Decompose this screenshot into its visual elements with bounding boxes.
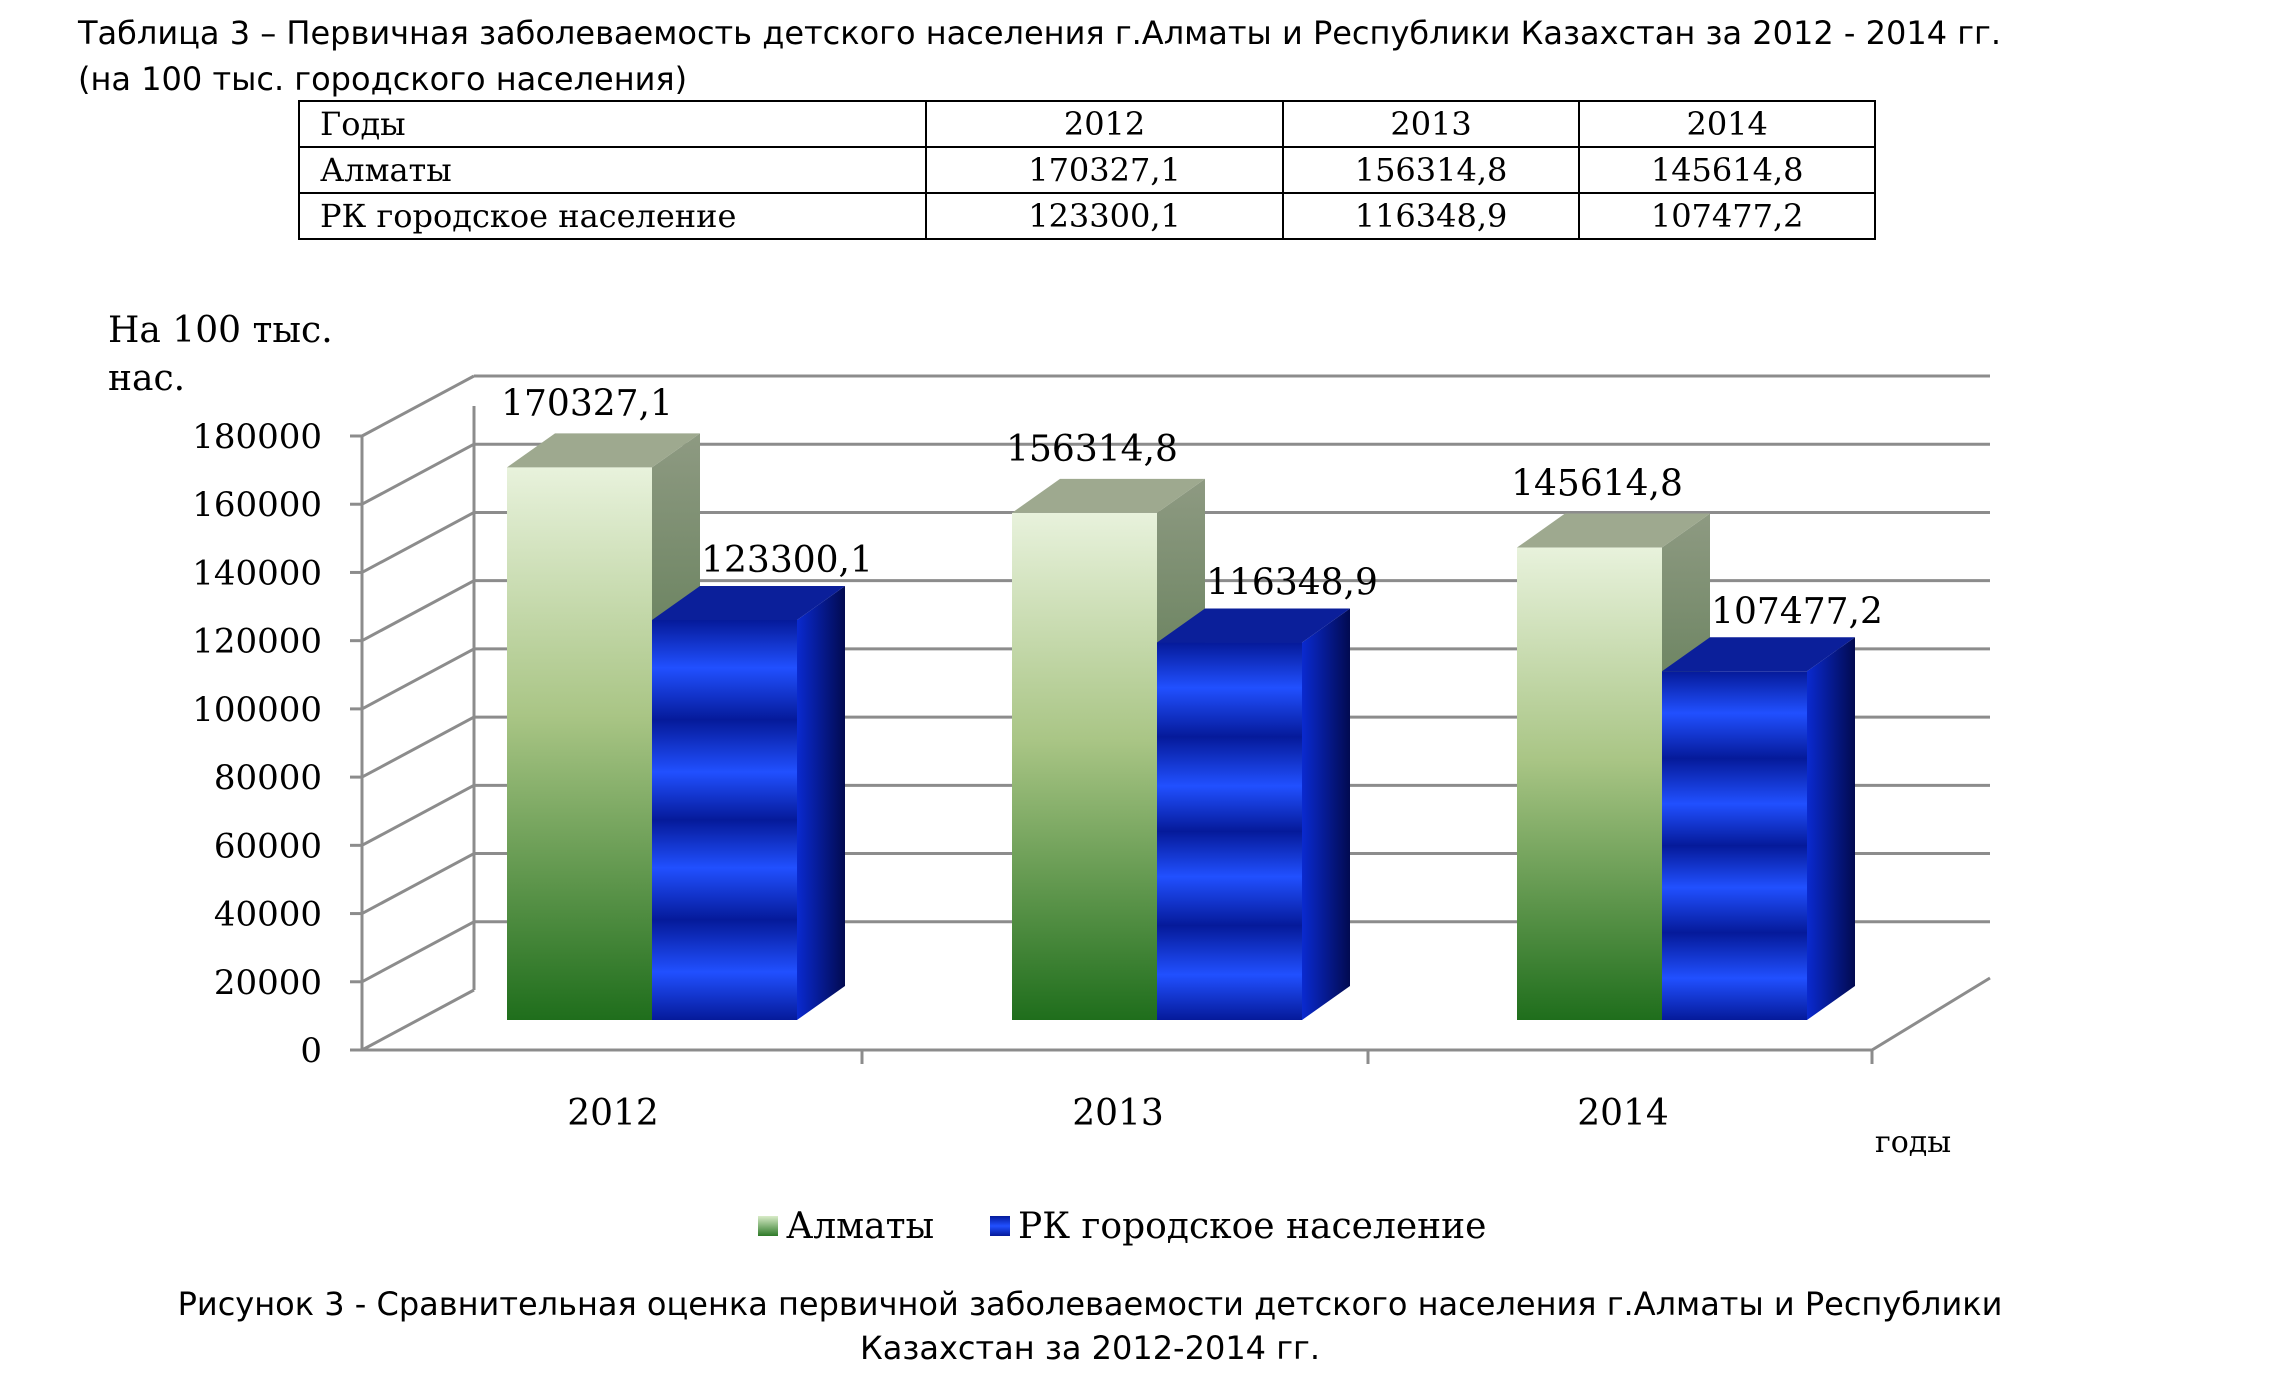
gridline-diagonal: [361, 920, 475, 984]
legend-label-almaty: Алматы: [786, 1206, 934, 1247]
bar-top: [652, 585, 845, 620]
bar-front: [1662, 671, 1807, 1020]
y-tick-label: 180000: [192, 417, 322, 457]
data-label: 123300,1: [701, 540, 873, 581]
y-tick-label: 20000: [214, 963, 322, 1003]
x-tick-label: 2014: [1577, 1093, 1669, 1134]
bar-top: [1012, 478, 1205, 513]
gridline-diagonal: [361, 852, 475, 915]
table-header-cell: 2013: [1281, 100, 1581, 148]
table-cell: 116348,9: [1281, 192, 1581, 240]
table-caption-line1: Таблица 3 – Первичная заболеваемость дет…: [78, 14, 2002, 52]
y-tick-label: 40000: [214, 895, 322, 935]
bar-front: [1517, 547, 1662, 1020]
table-header-row: Годы 2012 2013 2014: [297, 100, 1876, 148]
data-label: 145614,8: [1511, 464, 1683, 505]
gridline-diagonal: [361, 442, 475, 506]
table-cell: 145614,8: [1578, 146, 1876, 194]
bar-front: [507, 467, 652, 1020]
table-cell: Алматы: [297, 146, 928, 194]
y-tick-label: 80000: [214, 758, 322, 798]
gridline-diagonal: [361, 374, 475, 438]
data-label: 156314,8: [1006, 429, 1178, 470]
y-tick-label: 140000: [192, 553, 322, 593]
data-label: 116348,9: [1206, 563, 1378, 604]
x-tick-label: 2013: [1072, 1093, 1164, 1134]
gridline-diagonal: [361, 784, 475, 847]
bar-side: [1807, 637, 1855, 1020]
gridline-diagonal: [361, 715, 475, 779]
gridline-diagonal: [361, 647, 475, 711]
legend-swatch-rk-urban: [990, 1216, 1010, 1236]
bar-top: [1157, 608, 1350, 643]
bar-front: [1012, 512, 1157, 1020]
table-header-cell: 2012: [925, 100, 1284, 148]
y-tick-label: 60000: [214, 826, 322, 866]
legend-swatch-almaty: [758, 1216, 778, 1236]
bar-front: [652, 619, 797, 1020]
table-header-cell: 2014: [1578, 100, 1876, 148]
bar-front: [1157, 642, 1302, 1020]
gridline-diagonal: [361, 988, 475, 1052]
bar-top: [1662, 637, 1855, 672]
bar-top: [1517, 513, 1710, 548]
figure-caption-line2: Казахстан за 2012-2014 гг.: [859, 1329, 1320, 1367]
x-tick-label: 2012: [567, 1093, 659, 1134]
bar-side: [1302, 608, 1350, 1020]
y-tick-label: 100000: [192, 690, 322, 730]
figure-caption: Рисунок 3 - Сравнительная оценка первичн…: [0, 1282, 2180, 1370]
data-label: 170327,1: [501, 383, 673, 424]
table-caption-line2: (на 100 тыс. городского населения): [78, 60, 688, 98]
gridline-diagonal: [361, 579, 475, 642]
gridline-diagonal: [361, 511, 475, 574]
bar-side: [797, 585, 845, 1020]
table-cell: 156314,8: [1281, 146, 1581, 194]
table-cell: 123300,1: [925, 192, 1284, 240]
table-cell: 107477,2: [1578, 192, 1876, 240]
y-axis-label-line1: На 100 тыс.: [108, 310, 333, 351]
x-axis-label: годы: [1875, 1125, 1951, 1160]
bar-top: [507, 433, 700, 468]
y-tick-label: 0: [300, 1031, 322, 1071]
table-row: Алматы 170327,1 156314,8 145614,8: [297, 146, 1876, 194]
data-table: Годы 2012 2013 2014 Алматы 170327,1 1563…: [297, 100, 1876, 240]
y-tick-label: 120000: [192, 622, 322, 662]
table-cell: РК городское население: [297, 192, 928, 240]
table-cell: 170327,1: [925, 146, 1284, 194]
y-tick-label: 160000: [192, 485, 322, 525]
y-axis-label-line2: нас.: [108, 358, 185, 399]
legend-label-rk-urban: РК городское население: [1018, 1206, 1486, 1247]
data-label: 107477,2: [1711, 591, 1883, 632]
table-header-cell: Годы: [297, 100, 928, 148]
figure-caption-line1: Рисунок 3 - Сравнительная оценка первичн…: [177, 1285, 2003, 1323]
table-row: РК городское население 123300,1 116348,9…: [297, 192, 1876, 240]
table-caption: Таблица 3 – Первичная заболеваемость дет…: [78, 10, 2001, 102]
